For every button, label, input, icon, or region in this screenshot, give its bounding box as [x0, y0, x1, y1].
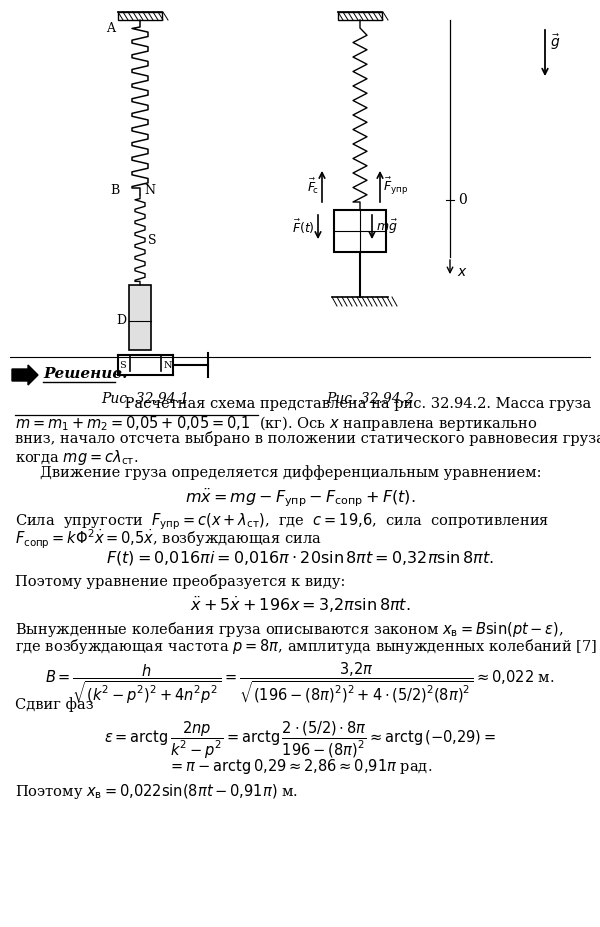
Text: Расчетная схема представлена на рис. 32.94.2. Масса груза: Расчетная схема представлена на рис. 32.… [120, 397, 591, 411]
Text: Поэтому $x_{\rm в} = 0{,}022\sin(8\pi t - 0{,}91\pi)$ м.: Поэтому $x_{\rm в} = 0{,}022\sin(8\pi t … [15, 782, 298, 801]
Text: 0: 0 [458, 193, 467, 207]
Text: Движение груза определяется дифференциальным уравнением:: Движение груза определяется дифференциал… [40, 465, 542, 480]
Text: где возбуждающая частота $p = 8\pi$, амплитуда вынужденных колебаний [7]: где возбуждающая частота $p = 8\pi$, амп… [15, 637, 597, 656]
Text: $B = \dfrac{h}{\sqrt{(k^2 - p^2)^2 + 4n^2p^2}} = \dfrac{3{,}2\pi}{\sqrt{(196-(8\: $B = \dfrac{h}{\sqrt{(k^2 - p^2)^2 + 4n^… [45, 660, 555, 705]
Text: N: N [144, 184, 155, 197]
Text: Поэтому уравнение преобразуется к виду:: Поэтому уравнение преобразуется к виду: [15, 574, 346, 589]
Text: $m = m_1 + m_2 = 0{,}05 + 0{,}05 = 0{,}1$  (кг). Ось $x$ направлена вертикально: $m = m_1 + m_2 = 0{,}05 + 0{,}05 = 0{,}1… [15, 414, 538, 433]
Text: $\vec{g}$: $\vec{g}$ [550, 32, 560, 52]
Text: $\vec{F}_{\!\rm c}$: $\vec{F}_{\!\rm c}$ [307, 177, 319, 197]
Text: Вынужденные колебания груза описываются законом $x_{\rm в} = B\sin(pt - \varepsi: Вынужденные колебания груза описываются … [15, 620, 564, 639]
Text: Сила  упругости  $F_{\rm упр} = c(x + \lambda_{\rm ст})$,  где  $c = 19{,}6$,  с: Сила упругости $F_{\rm упр} = c(x + \lam… [15, 511, 550, 531]
Text: $\varepsilon = \mathrm{arctg}\,\dfrac{2np}{k^2-p^2} = \mathrm{arctg}\,\dfrac{2\c: $\varepsilon = \mathrm{arctg}\,\dfrac{2n… [104, 720, 496, 761]
Text: когда $mg = c\lambda_{\rm ст}$.: когда $mg = c\lambda_{\rm ст}$. [15, 448, 139, 467]
Text: Рис. 32.94.1: Рис. 32.94.1 [101, 392, 189, 406]
Text: D: D [116, 313, 126, 326]
Text: $m\ddot{x} = mg - F_{\rm упр} - F_{\rm сопр} + F(t).$: $m\ddot{x} = mg - F_{\rm упр} - F_{\rm с… [185, 486, 415, 509]
Text: $x$: $x$ [457, 265, 467, 279]
Text: $m\vec{g}$: $m\vec{g}$ [376, 218, 398, 236]
Bar [118, 12, 162, 20]
Polygon shape [12, 365, 38, 385]
Bar [129, 285, 151, 350]
Text: $F_{\rm сопр} = k\Phi^2\dot{x} = 0{,}5\dot{x}$, возбуждающая сила: $F_{\rm сопр} = k\Phi^2\dot{x} = 0{,}5\d… [15, 528, 322, 552]
Text: $\vec{F}_{\rm упр}$: $\vec{F}_{\rm упр}$ [383, 176, 408, 197]
Text: $F(t) = 0{,}016\pi i = 0{,}016\pi \cdot 20\sin 8\pi t = 0{,}32\pi \sin 8\pi t.$: $F(t) = 0{,}016\pi i = 0{,}016\pi \cdot … [106, 549, 494, 567]
Text: S: S [119, 361, 126, 370]
Text: Сдвиг фаз: Сдвиг фаз [15, 697, 94, 712]
Bar [334, 210, 386, 252]
Text: S: S [148, 234, 157, 247]
Text: $= \pi - \mathrm{arctg}\,0{,}29 \approx 2{,}86 \approx 0{,}91\pi$ рад.: $= \pi - \mathrm{arctg}\,0{,}29 \approx … [168, 757, 432, 776]
Text: $\vec{F}(t)$: $\vec{F}(t)$ [292, 218, 315, 236]
Text: Рис. 32.94.2: Рис. 32.94.2 [326, 392, 414, 406]
Text: $\ddot{x} + 5\dot{x} + 196x = 3{,}2\pi \sin 8\pi t.$: $\ddot{x} + 5\dot{x} + 196x = 3{,}2\pi \… [190, 595, 410, 615]
Bar [338, 12, 382, 20]
Text: N: N [163, 361, 172, 370]
Text: B: B [111, 184, 120, 197]
Text: Решение.: Решение. [43, 367, 127, 381]
Text: A: A [106, 22, 115, 35]
Text: вниз, начало отсчета выбрано в положении статического равновесия груза,: вниз, начало отсчета выбрано в положении… [15, 431, 600, 446]
